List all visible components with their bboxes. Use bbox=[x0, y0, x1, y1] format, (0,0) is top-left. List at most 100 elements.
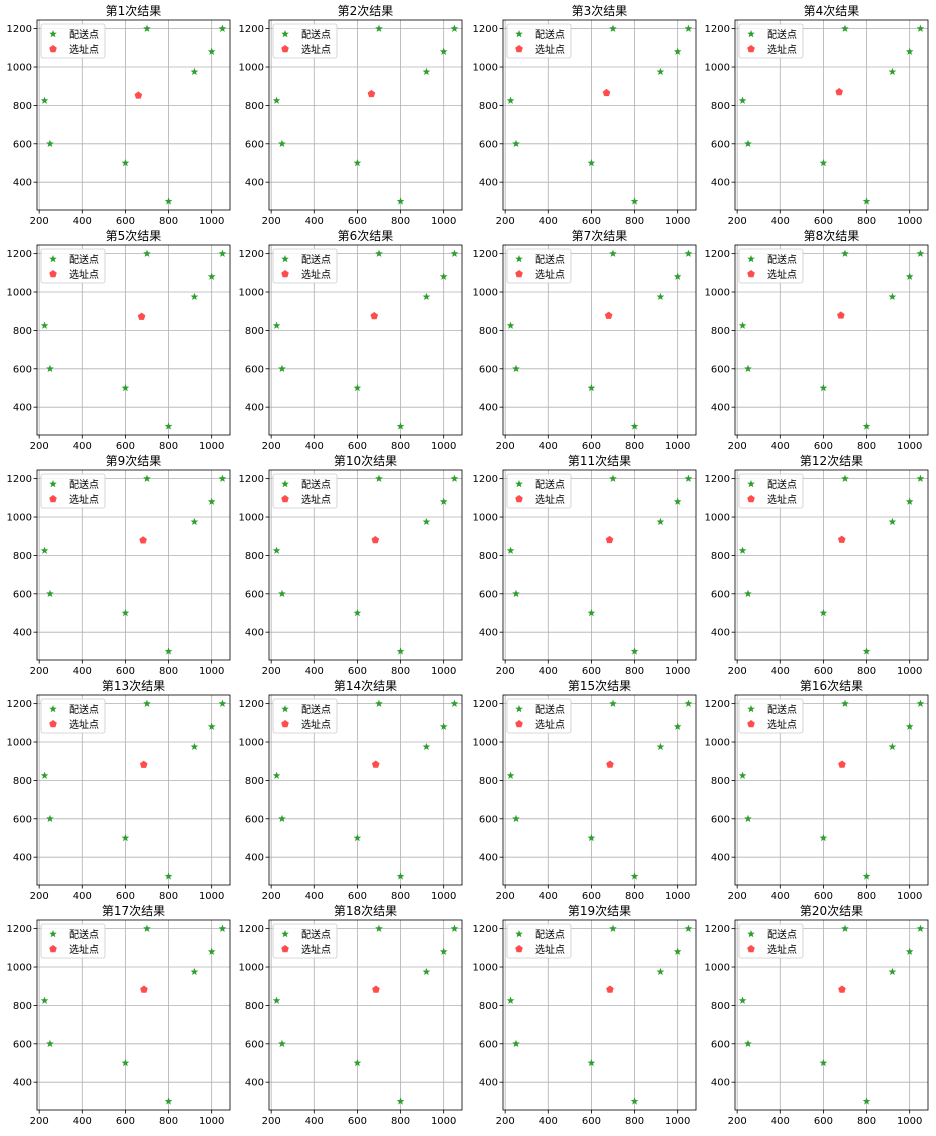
legend-label-site: 选址点 bbox=[301, 43, 331, 56]
x-tick-label: 1000 bbox=[665, 216, 690, 227]
delivery-point bbox=[905, 947, 914, 955]
subplot-title: 第3次结果 bbox=[572, 4, 628, 18]
x-tick-label: 400 bbox=[305, 1116, 324, 1127]
y-tick-label: 400 bbox=[245, 853, 264, 864]
delivery-point bbox=[888, 742, 897, 751]
delivery-point bbox=[121, 158, 130, 167]
x-tick-label: 800 bbox=[857, 891, 876, 902]
x-tick-label: 1000 bbox=[199, 216, 224, 227]
site-point bbox=[605, 535, 614, 544]
x-tick-label: 400 bbox=[305, 891, 324, 902]
delivery-point bbox=[841, 474, 849, 482]
y-tick-label: 1000 bbox=[7, 513, 32, 524]
legend-label-delivery: 配送点 bbox=[301, 703, 331, 716]
site-point bbox=[371, 536, 380, 544]
subplot-title: 第20次结果 bbox=[800, 904, 863, 918]
delivery-point bbox=[916, 924, 925, 932]
x-tick-label: 200 bbox=[30, 441, 49, 452]
y-tick-label: 600 bbox=[245, 364, 264, 375]
delivery-point bbox=[512, 589, 520, 598]
delivery-point bbox=[819, 158, 828, 167]
x-tick-label: 600 bbox=[348, 666, 367, 677]
y-tick-label: 600 bbox=[245, 139, 264, 150]
delivery-point bbox=[450, 924, 459, 932]
subplot-3: 200 400 600 800 100040060080010001200配送点选址点第… bbox=[473, 4, 697, 227]
legend-marker-site bbox=[281, 270, 289, 278]
legend-label-site: 选址点 bbox=[767, 943, 797, 956]
subplot-2: 200 400 600 800 100040060080010001200配送点选址点第… bbox=[239, 4, 463, 227]
x-tick-label: 200 bbox=[30, 891, 49, 902]
legend-marker-delivery bbox=[747, 480, 755, 488]
delivery-point bbox=[506, 546, 515, 554]
delivery-point bbox=[841, 699, 849, 707]
delivery-point bbox=[744, 589, 752, 598]
y-tick-label: 1000 bbox=[705, 63, 730, 74]
delivery-point bbox=[143, 924, 151, 932]
y-tick-label: 1200 bbox=[239, 699, 264, 710]
legend-marker-delivery bbox=[515, 255, 523, 263]
legend-label-delivery: 配送点 bbox=[69, 253, 99, 266]
axes-frame bbox=[734, 469, 929, 661]
y-tick-label: 1200 bbox=[705, 474, 730, 485]
y-tick-label: 1000 bbox=[473, 63, 498, 74]
delivery-point bbox=[888, 967, 897, 976]
legend-marker-site bbox=[515, 945, 523, 953]
legend-marker-delivery bbox=[747, 255, 755, 263]
delivery-point bbox=[272, 321, 281, 329]
axes-frame bbox=[36, 19, 231, 211]
x-tick-label: 200 bbox=[496, 891, 515, 902]
delivery-point bbox=[143, 699, 151, 707]
y-tick-label: 1000 bbox=[473, 963, 498, 974]
delivery-point bbox=[190, 67, 199, 76]
x-tick-label: 1000 bbox=[665, 441, 690, 452]
delivery-point bbox=[40, 546, 49, 554]
x-tick-label: 800 bbox=[159, 216, 178, 227]
delivery-point bbox=[218, 924, 227, 932]
subplot-8: 200 400 600 800 100040060080010001200配送点选址点第… bbox=[705, 229, 929, 452]
legend-marker-site bbox=[747, 495, 755, 503]
delivery-point bbox=[396, 197, 405, 205]
axes-frame bbox=[734, 694, 929, 886]
legend-box bbox=[738, 473, 804, 509]
delivery-point bbox=[673, 47, 682, 55]
legend-label-site: 选址点 bbox=[69, 718, 99, 731]
delivery-point bbox=[587, 833, 596, 842]
y-tick-label: 800 bbox=[479, 101, 498, 112]
legend-box bbox=[272, 248, 338, 284]
y-tick-label: 600 bbox=[479, 814, 498, 825]
subplot-title: 第7次结果 bbox=[572, 229, 628, 243]
subplot-4: 200 400 600 800 100040060080010001200配送点选址点第… bbox=[705, 4, 929, 227]
legend-box bbox=[40, 23, 106, 59]
y-tick-label: 800 bbox=[479, 326, 498, 337]
y-tick-label: 800 bbox=[13, 776, 32, 787]
x-tick-label: 600 bbox=[116, 216, 135, 227]
delivery-point bbox=[684, 24, 693, 32]
legend-marker-delivery bbox=[747, 30, 755, 38]
delivery-point bbox=[40, 771, 49, 779]
y-tick-label: 800 bbox=[245, 101, 264, 112]
delivery-point bbox=[450, 24, 459, 32]
subplot-title: 第14次结果 bbox=[334, 679, 397, 693]
legend-box bbox=[738, 698, 804, 734]
delivery-point bbox=[207, 497, 216, 505]
legend-marker-site bbox=[515, 495, 523, 503]
axes-frame bbox=[502, 19, 697, 211]
x-tick-label: 400 bbox=[539, 216, 558, 227]
y-tick-label: 400 bbox=[13, 178, 32, 189]
legend-label-site: 选址点 bbox=[69, 268, 99, 281]
subplot-5: 200 400 600 800 100040060080010001200配送点选址点第… bbox=[7, 229, 231, 452]
delivery-point bbox=[143, 24, 151, 32]
delivery-point bbox=[375, 474, 383, 482]
x-tick-label: 400 bbox=[771, 216, 790, 227]
legend-box bbox=[40, 698, 106, 734]
x-tick-label: 400 bbox=[771, 891, 790, 902]
y-tick-label: 400 bbox=[479, 178, 498, 189]
delivery-point bbox=[207, 947, 216, 955]
y-tick-label: 600 bbox=[479, 589, 498, 600]
delivery-point bbox=[738, 546, 747, 554]
axes-frame bbox=[36, 244, 231, 436]
